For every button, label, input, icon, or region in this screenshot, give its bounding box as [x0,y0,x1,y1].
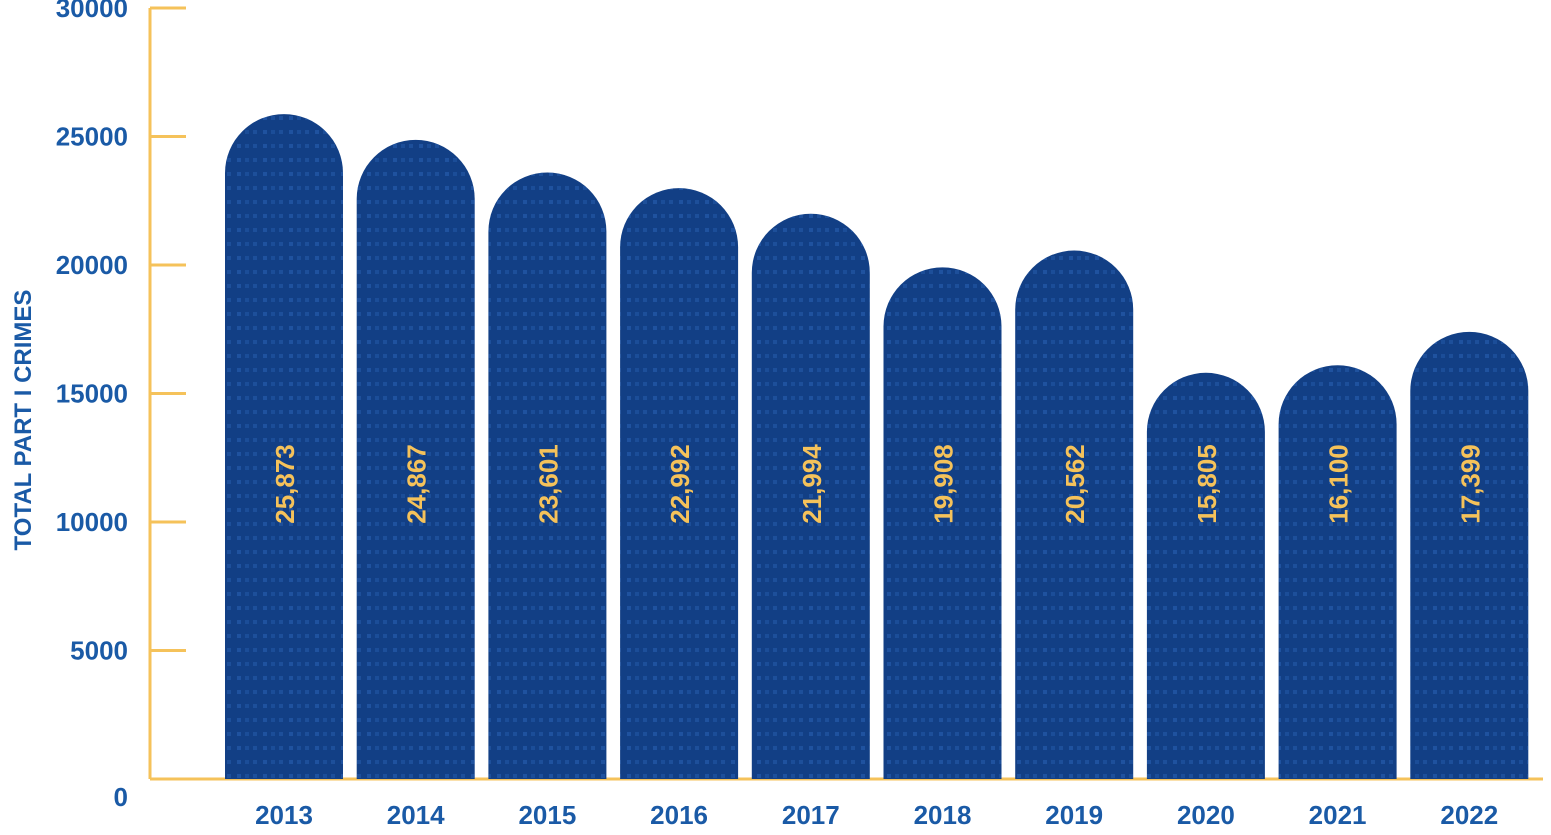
bar-texture-2016 [620,188,739,780]
bar-texture-2013 [225,114,343,779]
data-label-2019: 20,562 [1060,444,1090,524]
y-axis-title: TOTAL PART I CRIMES [10,290,37,551]
data-label-2013: 25,873 [270,444,300,524]
y-tick-label-5000: 5000 [70,636,128,666]
data-label-2015: 23,601 [533,444,563,524]
labels-group: 0 5000 10000 15000 20000 25000 30000 2013 25,873… [56,0,1499,830]
x-tick-label-2013: 2013 [255,800,313,830]
bar-texture-2017 [751,213,870,780]
x-tick-label-2019: 2019 [1045,800,1103,830]
bar-texture-2021 [1278,365,1397,779]
data-label-2017: 21,994 [797,444,827,524]
bar-texture-2014 [356,139,475,780]
y-tick-label-15000: 15000 [56,379,128,409]
data-label-2021: 16,100 [1324,444,1354,524]
y-tick-label-30000: 30000 [56,0,128,23]
bar-texture-2022 [1410,331,1529,779]
bar-texture-2015 [488,172,607,780]
x-tick-label-2018: 2018 [914,800,972,830]
x-tick-label-2016: 2016 [650,800,708,830]
x-tick-label-2021: 2021 [1309,800,1367,830]
data-label-2020: 15,805 [1192,444,1222,524]
y-tick-label-10000: 10000 [56,507,128,537]
y-tick-label-20000: 20000 [56,250,128,280]
bar-texture-2019 [1015,250,1134,779]
data-label-2016: 22,992 [665,444,695,524]
x-tick-label-2015: 2015 [518,800,576,830]
x-tick-label-2022: 2022 [1440,800,1498,830]
data-label-2014: 24,867 [402,444,432,524]
bar-texture-2020 [1146,372,1265,779]
bars-group [225,114,1529,780]
data-label-2018: 19,908 [929,444,959,524]
y-tick-label-0: 0 [114,782,128,812]
x-tick-label-2020: 2020 [1177,800,1235,830]
bar-texture-2018 [883,267,1002,779]
y-tick-label-25000: 25000 [56,122,128,152]
x-tick-label-2014: 2014 [387,800,445,830]
data-label-2022: 17,399 [1455,444,1485,524]
x-tick-label-2017: 2017 [782,800,840,830]
